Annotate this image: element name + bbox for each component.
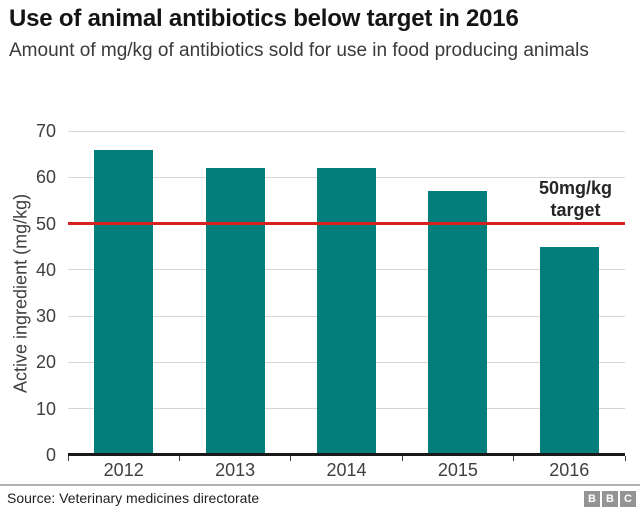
y-axis-tick-labels: 0 10 20 30 40 50 60 70: [0, 121, 60, 465]
y-tick-label-20: 20: [35, 352, 56, 373]
chart-subtitle: Amount of mg/kg of antibiotics sold for …: [9, 40, 589, 61]
plot-area: 50mg/kg target: [68, 130, 625, 455]
x-axis-tick: [401, 456, 403, 461]
x-axis-tick: [178, 456, 180, 461]
bar-2012: [94, 149, 154, 455]
y-tick-label-30: 30: [35, 306, 56, 327]
y-tick-label-70: 70: [35, 121, 56, 141]
bar-2013: [205, 168, 265, 455]
x-axis-tick: [513, 456, 515, 461]
chart-title: Use of animal antibiotics below target i…: [9, 5, 519, 32]
bbc-logo-block: C: [620, 491, 636, 507]
y-tick-label-60: 60: [35, 167, 56, 188]
target-line: [68, 222, 625, 226]
y-tick-label-10: 10: [35, 398, 56, 419]
x-axis-label-2016: 2016: [549, 460, 590, 480]
x-axis-tick: [290, 456, 292, 461]
bbc-logo-block: B: [584, 491, 600, 507]
bar-2014: [317, 168, 376, 455]
x-axis-tick: [624, 456, 626, 461]
x-axis-label-2014: 2014: [326, 460, 367, 480]
footer-divider: [0, 484, 640, 486]
target-line-label-row: 50mg/kg: [538, 177, 612, 198]
target-line-label-row: target: [550, 199, 601, 220]
x-axis-tick: [67, 456, 69, 461]
x-axis-label-2015: 2015: [437, 460, 478, 480]
bar-2015: [428, 191, 488, 455]
source-label: Source: Veterinary medicines directorate: [7, 490, 260, 506]
y-tick-label-0: 0: [45, 445, 56, 465]
gridline-70: [68, 130, 625, 132]
target-line-label: 50mg/kg target: [539, 177, 612, 221]
x-axis-line: [68, 453, 625, 456]
x-axis-label-2012: 2012: [103, 460, 144, 480]
bbc-logo-block: B: [602, 491, 618, 507]
y-tick-label-50: 50: [35, 213, 56, 234]
x-axis-label-2013: 2013: [215, 460, 256, 480]
y-tick-label-40: 40: [35, 259, 56, 280]
bar-2016: [539, 246, 599, 455]
